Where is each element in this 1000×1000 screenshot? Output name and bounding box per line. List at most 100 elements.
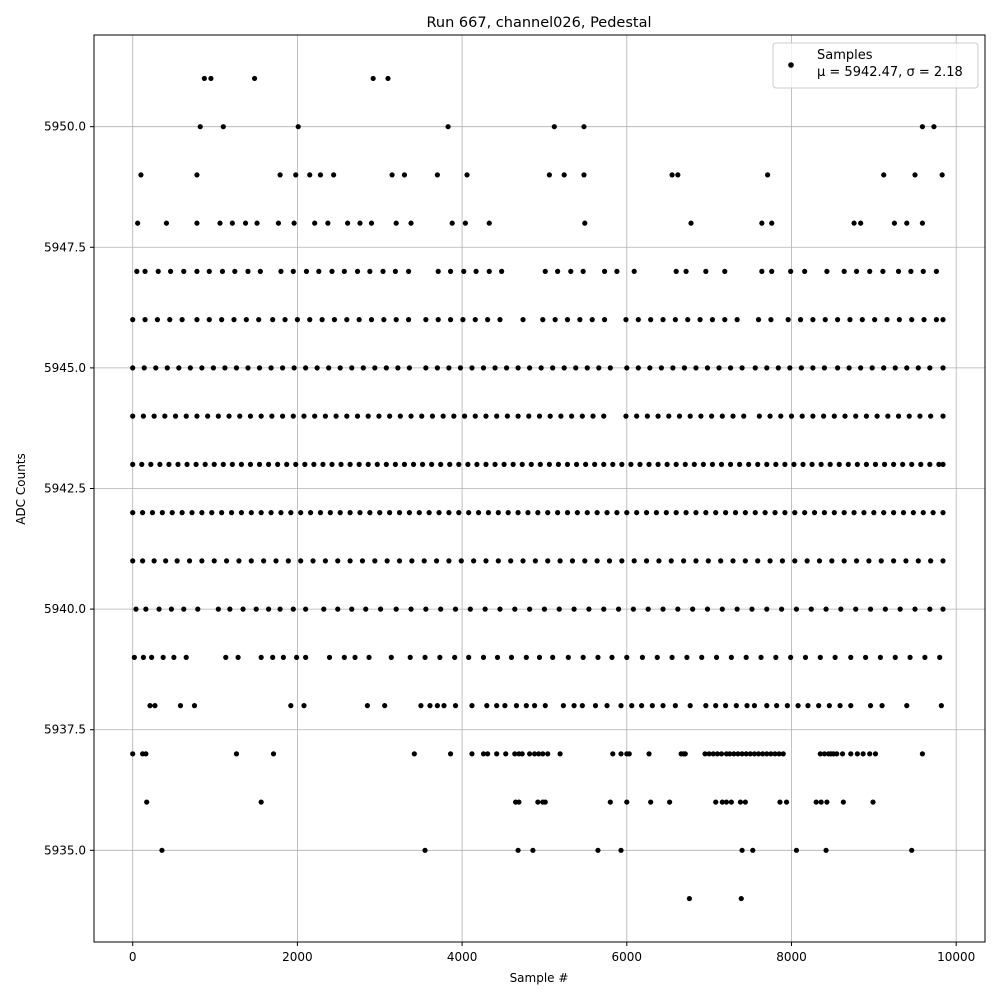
data-point [739,847,745,853]
data-point [485,510,492,516]
data-point [528,461,534,467]
data-point [354,413,361,419]
data-point [393,317,399,323]
data-point [584,510,590,516]
data-point [494,703,500,709]
data-point [550,654,556,660]
data-point [810,413,816,419]
data-point [227,606,233,612]
data-point [396,558,403,564]
data-point [768,751,774,757]
data-point [614,510,620,516]
data-point [900,510,907,516]
data-point [709,413,715,419]
data-point [861,510,867,516]
data-point [223,558,230,564]
data-point [168,606,175,612]
data-point [624,654,630,660]
data-point [277,172,283,178]
data-point [515,510,521,516]
data-point [356,461,362,467]
data-point [930,510,936,516]
data-point [927,606,933,612]
data-point [594,510,600,516]
data-point [307,172,313,178]
data-point [610,461,616,467]
data-point [555,510,561,516]
y-tick-label: 5942.5 [44,482,86,496]
data-point [718,558,724,564]
data-point [206,268,212,274]
data-point [896,317,902,323]
data-point [579,413,585,419]
data-point [248,558,254,564]
data-point [728,799,734,805]
data-point [156,606,162,612]
data-point [303,606,309,612]
data-point [713,799,719,805]
data-point [653,510,660,516]
data-point [904,365,910,371]
legend-label-stats: μ = 5942.47, σ = 2.18 [817,65,963,80]
data-point [542,799,548,805]
data-point [247,413,254,419]
data-point [703,703,709,709]
data-point [382,703,388,709]
data-point [699,654,705,660]
data-point [164,365,170,371]
data-point [452,606,459,612]
data-point [813,799,819,805]
data-point [133,606,139,612]
data-point [866,558,872,564]
data-point [648,317,654,323]
data-point [473,268,479,274]
data-point [824,268,830,274]
data-point [788,413,795,419]
data-point [408,413,414,419]
data-point [483,413,489,419]
data-point [646,751,652,757]
data-point [646,461,652,467]
data-point [172,413,179,419]
data-point [881,365,887,371]
data-point [805,703,811,709]
data-point [552,317,558,323]
data-point [347,461,353,467]
data-point [811,510,818,516]
data-point [666,413,672,419]
data-point [872,751,879,757]
data-point [751,751,758,757]
data-point [730,413,736,419]
data-point [526,413,532,419]
data-point [853,558,860,564]
data-point [860,751,866,757]
data-point [288,510,294,516]
data-point [834,317,841,323]
data-point [878,558,884,564]
data-point [940,413,946,419]
data-point [206,317,212,323]
data-point [867,268,873,274]
data-point [719,606,725,612]
data-point [743,751,749,757]
data-point [295,124,301,130]
data-point [920,510,926,516]
data-point [194,172,200,178]
data-point [802,654,809,660]
data-point [623,317,629,323]
data-point [215,606,221,612]
data-point [756,413,762,419]
data-point [435,317,441,323]
data-point [800,461,806,467]
x-tick-label: 6000 [612,950,643,964]
data-point [847,317,853,323]
data-point [557,558,563,564]
data-point [607,799,613,805]
data-point [723,703,729,709]
data-point [936,461,942,467]
data-point [545,558,551,564]
data-point [542,268,548,274]
data-point [759,220,765,226]
data-point [270,317,276,323]
data-point [270,654,276,660]
